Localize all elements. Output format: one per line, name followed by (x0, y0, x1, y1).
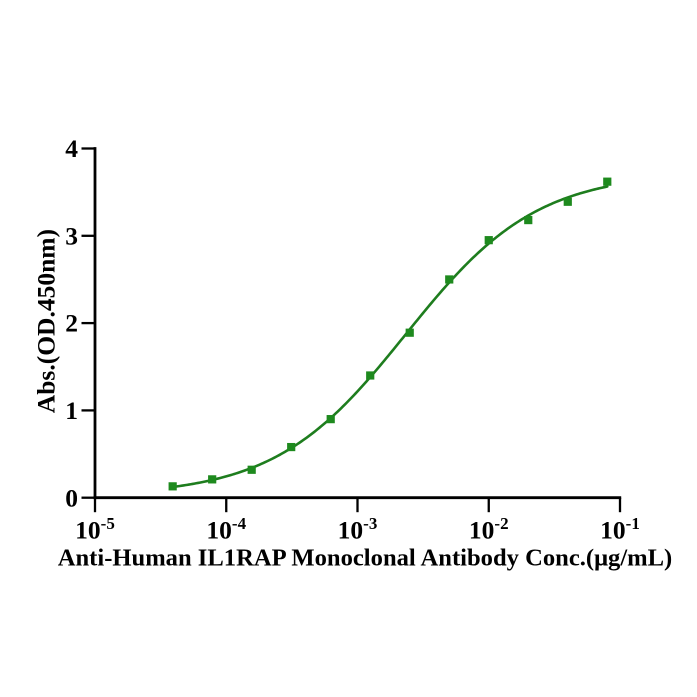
data-point-marker (326, 415, 335, 424)
y-tick-label: 4 (65, 134, 78, 163)
data-point-marker (484, 236, 493, 245)
x-tick-label: 10-5 (75, 514, 115, 545)
data-point-marker (168, 482, 177, 491)
data-point-marker (603, 177, 612, 186)
x-tick-label: 10-3 (338, 514, 378, 545)
y-axis-title: Abs.(OD.450nm) (32, 229, 61, 413)
y-tick-label: 1 (65, 396, 78, 425)
data-point-marker (366, 371, 375, 380)
y-tick-label: 2 (65, 309, 78, 338)
y-tick-label: 0 (65, 483, 78, 512)
data-point-marker (524, 215, 533, 225)
data-point-marker (405, 328, 414, 337)
data-point-marker (208, 475, 217, 484)
x-tick-label: 10-4 (206, 514, 246, 545)
data-point-marker (563, 197, 572, 206)
data-point-marker (287, 442, 296, 452)
data-point-marker (247, 465, 256, 474)
x-tick-label: 10-2 (469, 514, 509, 545)
x-tick-label: 10-1 (600, 514, 640, 545)
y-tick-label: 3 (65, 221, 78, 250)
fit-curve (171, 185, 609, 489)
x-axis-title: Anti-Human IL1RAP Monoclonal Antibody Co… (58, 545, 673, 572)
data-point-marker (445, 275, 454, 284)
